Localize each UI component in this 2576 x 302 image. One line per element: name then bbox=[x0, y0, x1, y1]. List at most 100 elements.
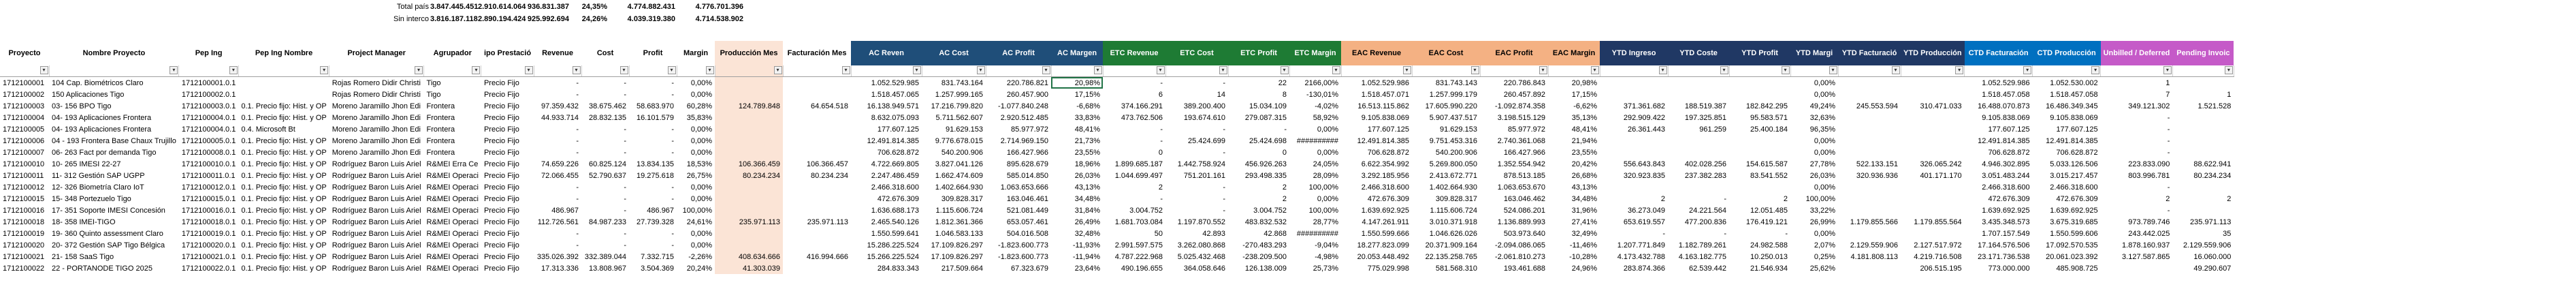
table-cell[interactable]: 97.359.432 bbox=[541, 102, 579, 110]
column-header[interactable]: Producción Mes bbox=[715, 41, 784, 65]
table-cell[interactable]: 96,35% bbox=[1809, 125, 1836, 134]
table-cell[interactable]: 245.553.594 bbox=[1856, 102, 1899, 110]
table-cell[interactable]: 11- 312 Gestión SAP UGPP bbox=[52, 171, 145, 180]
table-cell[interactable]: Moreno Jaramillo Jhon Edi bbox=[332, 113, 421, 122]
table-cell[interactable]: 3.827.041.126 bbox=[935, 160, 984, 168]
table-cell[interactable]: 21- 158 SaaS Tigo bbox=[52, 252, 114, 261]
table-cell[interactable]: 3.004.752 bbox=[1129, 206, 1163, 215]
table-cell[interactable]: 1.550.599.641 bbox=[871, 229, 920, 238]
table-cell[interactable]: 3.015.217.457 bbox=[2050, 171, 2098, 180]
table-cell[interactable]: - bbox=[2167, 113, 2170, 122]
table-cell[interactable]: 9.776.678.015 bbox=[935, 136, 984, 145]
table-cell[interactable]: 349.121.302 bbox=[2128, 102, 2170, 110]
table-cell[interactable]: 17,15% bbox=[1074, 90, 1101, 99]
table-cell[interactable]: 100,00% bbox=[1308, 206, 1339, 215]
table-cell[interactable] bbox=[2172, 112, 2234, 123]
table-cell[interactable]: 26,03% bbox=[1074, 171, 1101, 180]
table-cell[interactable]: - bbox=[2167, 206, 2170, 215]
table-cell[interactable]: 42.893 bbox=[1202, 229, 1226, 238]
table-cell[interactable]: ########## bbox=[1296, 136, 1339, 145]
table-cell[interactable]: 472.676.309 bbox=[1988, 194, 2030, 203]
table-cell[interactable] bbox=[783, 135, 851, 147]
table-cell[interactable]: 3.127.587.865 bbox=[2122, 252, 2170, 261]
column-header[interactable]: Profit bbox=[643, 49, 663, 57]
table-cell[interactable]: - bbox=[1724, 194, 1727, 203]
table-cell[interactable]: 150 Aplicaciones Tigo bbox=[52, 90, 125, 99]
table-cell[interactable]: 24,96% bbox=[1571, 264, 1598, 273]
table-cell[interactable]: -1.077.840.248 bbox=[998, 102, 1049, 110]
filter-dropdown-icon[interactable]: ▾ bbox=[1402, 66, 1411, 74]
table-cell[interactable]: 2.129.559.906 bbox=[2183, 241, 2232, 250]
table-cell[interactable]: 6 bbox=[1158, 90, 1163, 99]
filter-dropdown-icon[interactable]: ▾ bbox=[1720, 66, 1728, 74]
table-cell[interactable]: 0.1. Precio fijo: Hist. y OP bbox=[241, 252, 327, 261]
filter-dropdown-icon[interactable]: ▾ bbox=[1156, 66, 1165, 74]
table-cell[interactable]: 0.1. Precio fijo: Hist. y OP bbox=[241, 183, 327, 192]
table-cell[interactable]: - bbox=[671, 78, 675, 87]
table-cell[interactable]: 1712100010 bbox=[3, 160, 45, 168]
column-header[interactable]: CTD Producción bbox=[2032, 41, 2101, 65]
table-cell[interactable]: 26,99% bbox=[1809, 217, 1836, 226]
table-cell[interactable]: 0.1. Precio fijo: Hist. y OP bbox=[241, 229, 327, 238]
table-cell[interactable]: 1.207.771.849 bbox=[1617, 241, 1666, 250]
table-cell[interactable]: 0.1. Precio fijo: Hist. y OP bbox=[241, 217, 327, 226]
table-cell[interactable]: 16.060.000 bbox=[2193, 252, 2232, 261]
table-cell[interactable] bbox=[783, 205, 851, 216]
table-cell[interactable]: 1712100005 bbox=[3, 125, 45, 134]
table-cell[interactable]: 197.325.851 bbox=[1684, 113, 1727, 122]
table-cell[interactable]: Precio Fijo bbox=[483, 148, 519, 157]
table-cell[interactable]: 1712100015 bbox=[3, 194, 45, 203]
table-cell[interactable]: Rodríguez Baron Luis Ariel bbox=[332, 194, 421, 203]
table-cell[interactable]: Frontera bbox=[426, 102, 455, 110]
table-cell[interactable]: 12.051.485 bbox=[1750, 206, 1788, 215]
table-cell[interactable]: 1.518.457.071 bbox=[1361, 90, 1410, 99]
table-cell[interactable] bbox=[2172, 181, 2234, 193]
table-cell[interactable]: 17,15% bbox=[1571, 90, 1598, 99]
table-cell[interactable]: 27.739.328 bbox=[636, 217, 675, 226]
table-cell[interactable]: R&MEI Operaci bbox=[426, 183, 479, 192]
table-cell[interactable]: 28.832.135 bbox=[588, 113, 627, 122]
table-cell[interactable]: 16.101.579 bbox=[636, 113, 675, 122]
column-header[interactable]: ETC Cost bbox=[1165, 41, 1229, 65]
table-cell[interactable]: 104 Cap. Biométricos Claro bbox=[52, 78, 144, 87]
filter-dropdown-icon[interactable]: ▾ bbox=[1042, 66, 1050, 74]
table-cell[interactable]: 0.1. Precio fijo: Hist. y OP bbox=[241, 206, 327, 215]
table-cell[interactable]: 332.389.044 bbox=[584, 252, 627, 261]
table-cell[interactable]: R&MEI Operaci bbox=[426, 194, 479, 203]
table-cell[interactable]: - bbox=[671, 90, 675, 99]
table-cell[interactable]: 16.488.070.873 bbox=[1978, 102, 2030, 110]
table-cell[interactable]: 13.808.967 bbox=[588, 264, 627, 273]
table-cell[interactable]: 4.946.302.895 bbox=[1982, 160, 2030, 168]
table-cell[interactable]: 2 bbox=[2166, 194, 2170, 203]
table-cell[interactable]: - bbox=[2167, 183, 2170, 192]
table-cell[interactable]: 1.052.529.986 bbox=[1982, 78, 2030, 87]
table-cell[interactable]: 26,49% bbox=[1074, 217, 1101, 226]
table-cell[interactable]: 18- 358 IMEI-TIGO bbox=[52, 217, 116, 226]
table-cell[interactable]: 2.413.672.771 bbox=[1429, 171, 1478, 180]
column-header[interactable]: Margin bbox=[683, 49, 709, 57]
table-cell[interactable]: 1712100006 bbox=[3, 136, 45, 145]
table-cell[interactable] bbox=[1729, 147, 1790, 158]
column-header[interactable]: Facturación Mes bbox=[787, 49, 847, 57]
table-cell[interactable] bbox=[1838, 262, 1901, 274]
table-cell[interactable]: 22 bbox=[1278, 78, 1287, 87]
table-cell[interactable]: 1712100021.0.1 bbox=[181, 252, 236, 261]
table-cell[interactable]: 1712100003 bbox=[3, 102, 45, 110]
table-cell[interactable]: 48,41% bbox=[1571, 125, 1598, 134]
table-cell[interactable]: 486.967 bbox=[647, 206, 675, 215]
table-cell[interactable]: 973.789.746 bbox=[2128, 217, 2170, 226]
table-cell[interactable]: 389.200.400 bbox=[1183, 102, 1226, 110]
table-cell[interactable]: 0.1. Precio fijo: Hist. y OP bbox=[241, 136, 327, 145]
table-cell[interactable]: 22.135.258.765 bbox=[1425, 252, 1478, 261]
table-cell[interactable]: 472.676.309 bbox=[2056, 194, 2098, 203]
table-cell[interactable]: 43,13% bbox=[1571, 183, 1598, 192]
table-cell[interactable]: 310.471.033 bbox=[1920, 102, 1962, 110]
table-cell[interactable]: - bbox=[1160, 194, 1163, 203]
table-cell[interactable]: - bbox=[576, 194, 579, 203]
table-cell[interactable] bbox=[1668, 135, 1729, 147]
table-cell[interactable]: Moreno Jaramillo Jhon Edi bbox=[332, 102, 421, 110]
table-cell[interactable]: Precio Fijo bbox=[483, 264, 519, 273]
table-cell[interactable]: 74.659.226 bbox=[541, 160, 579, 168]
table-cell[interactable]: 24.221.564 bbox=[1688, 206, 1727, 215]
table-cell[interactable]: 1.639.692.925 bbox=[1982, 206, 2030, 215]
